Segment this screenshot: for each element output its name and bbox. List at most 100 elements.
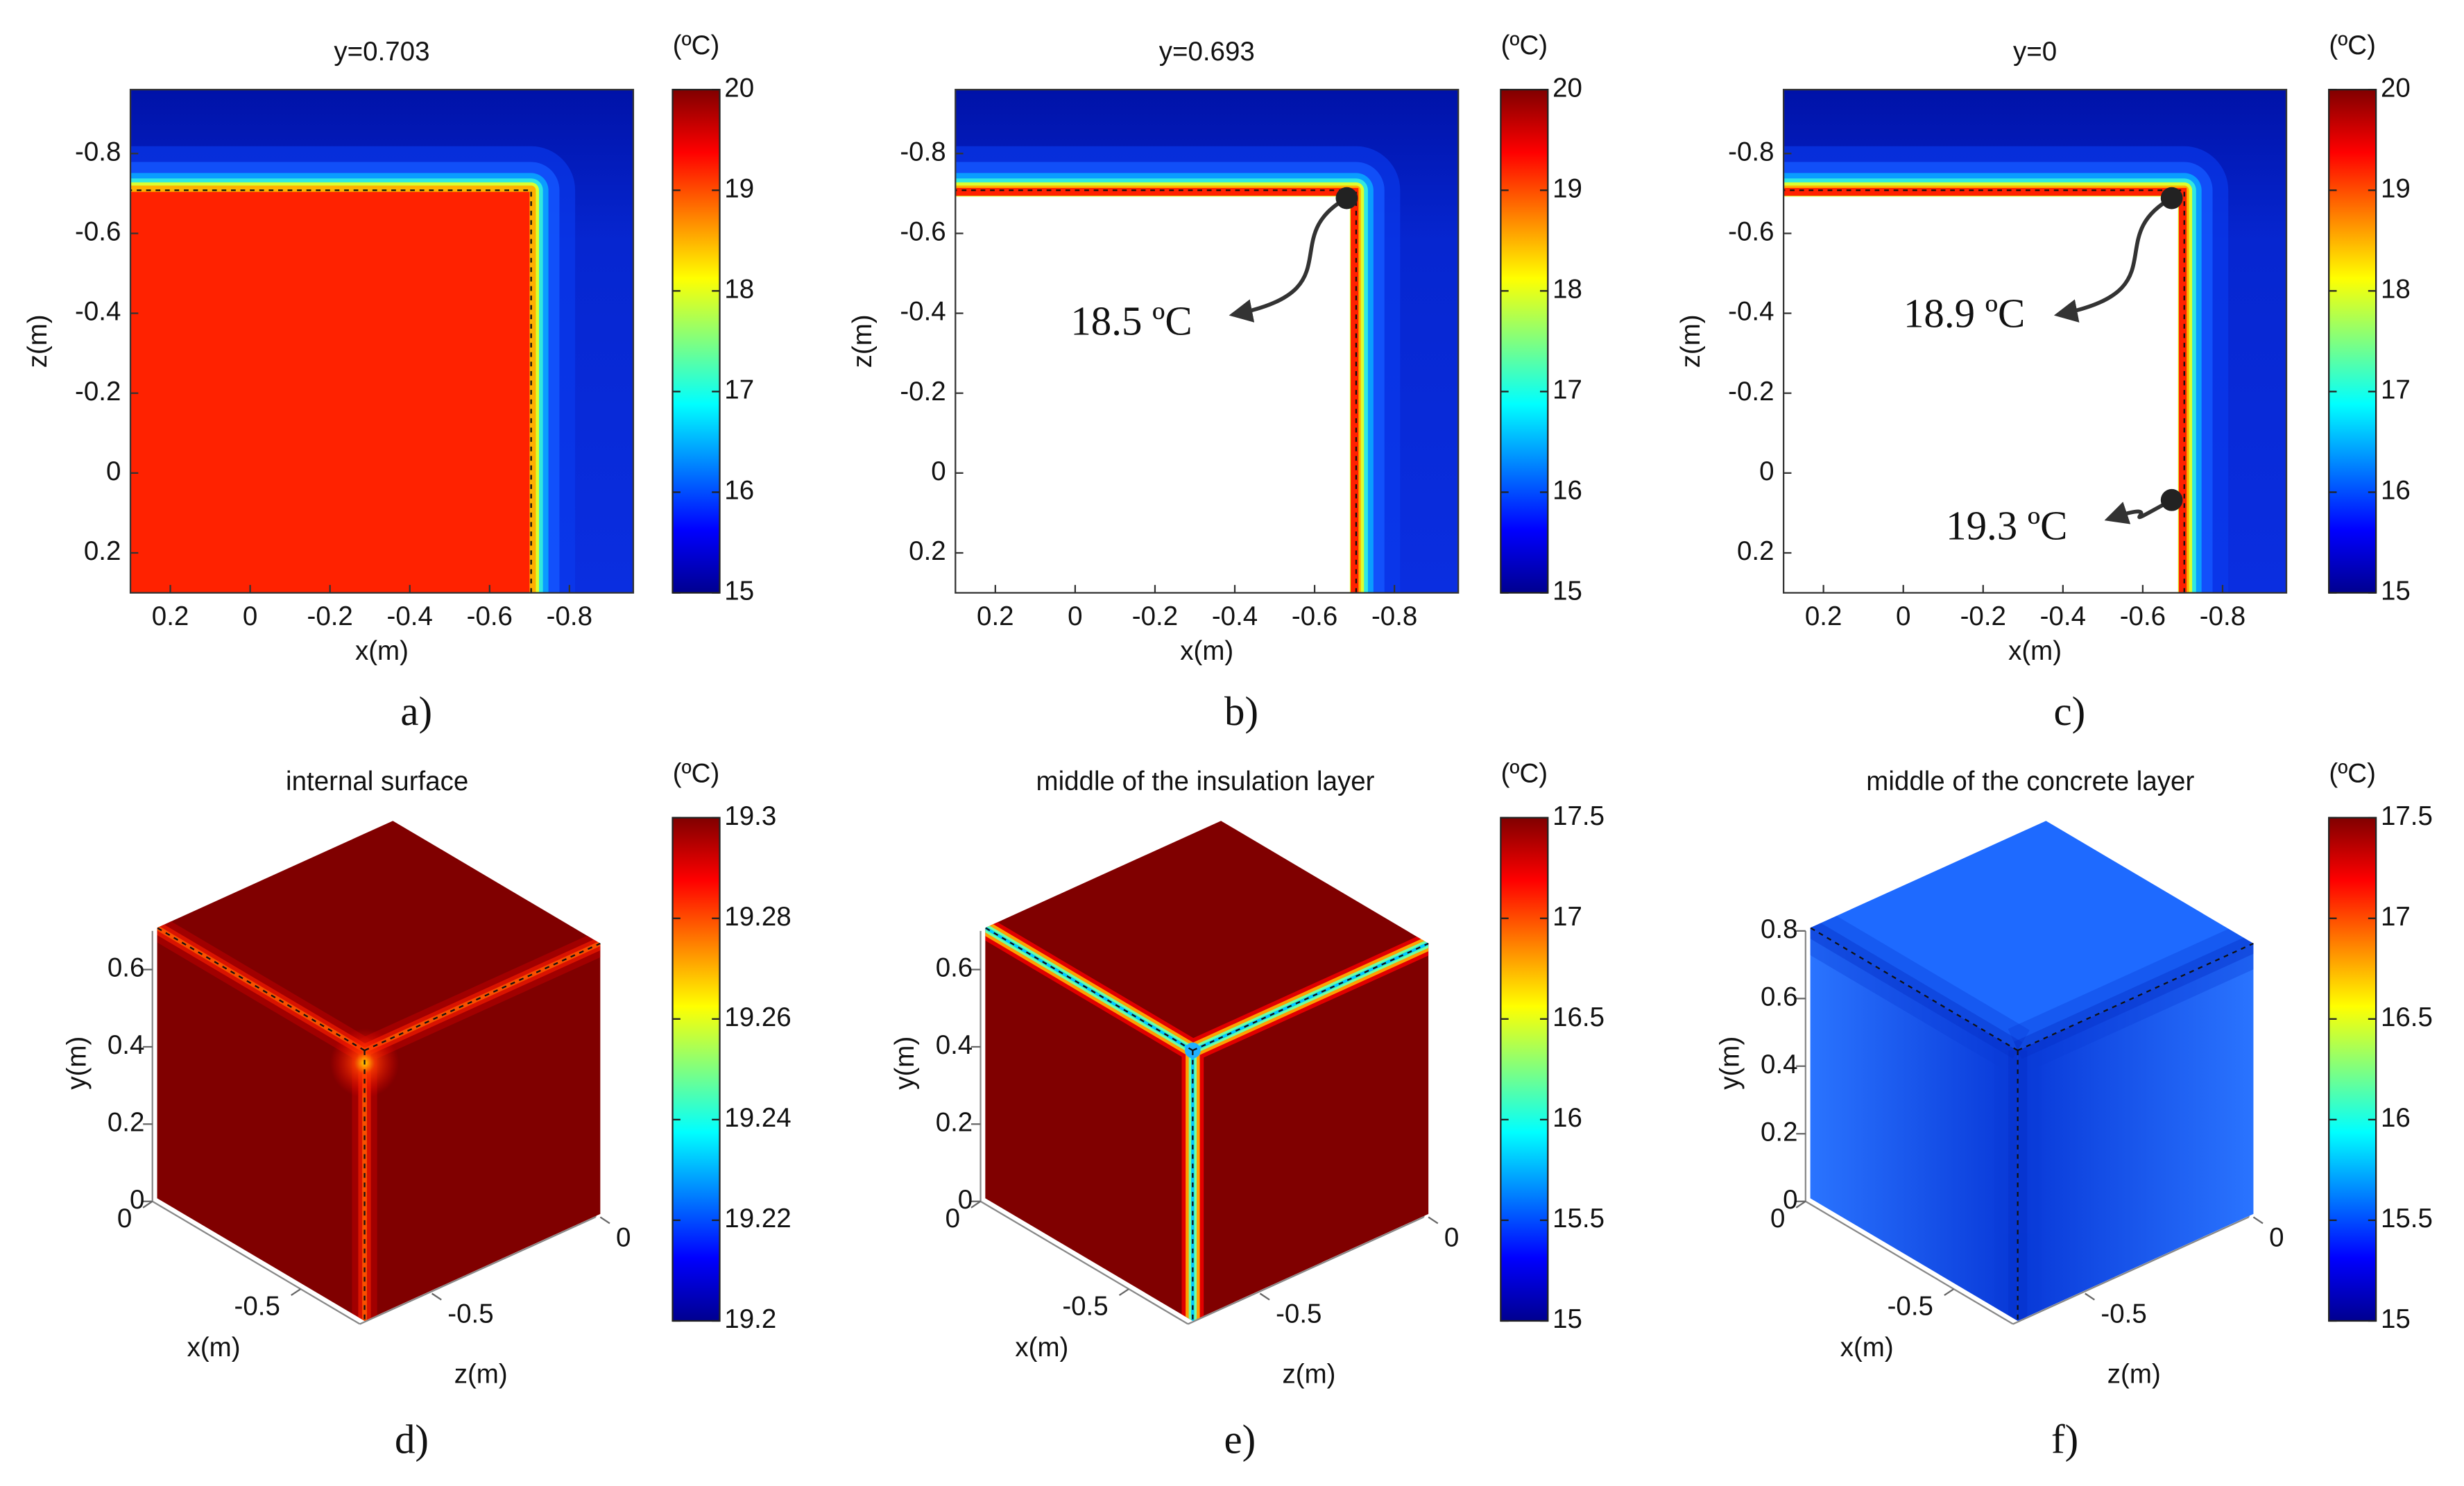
axis-line: [359, 1216, 597, 1325]
annotation: 19.3 ºC: [1946, 503, 2067, 548]
y-tick-label: -0.8: [900, 137, 946, 166]
plot-area: [1783, 89, 2287, 593]
boundary-line: [130, 189, 532, 593]
y-tick-label: 0.2: [1761, 1117, 1798, 1147]
y-tick-label: -0.6: [75, 217, 121, 247]
x-tick-label: -0.8: [547, 601, 592, 631]
y-tick-label: 0: [1759, 456, 1774, 486]
colorbar-tick-label: 17.5: [2381, 801, 2433, 831]
x-tick: [1944, 1288, 1955, 1297]
x-tick: [1795, 1200, 1806, 1209]
edge-band: [2014, 934, 2254, 1059]
colorbar-label: (ºC): [2329, 31, 2376, 60]
y-axis-label: y(m): [890, 1036, 920, 1090]
colorbar-tick-label: 20: [1552, 73, 1582, 103]
panel-label: f): [2051, 1417, 2078, 1462]
z-tick: [2085, 1292, 2095, 1301]
colorbar-label: (ºC): [1501, 759, 1548, 789]
y-tick-label: -0.8: [1728, 137, 1774, 166]
chart-title: y=0: [2013, 37, 2057, 67]
surface-line: [1783, 187, 2187, 593]
x-axis-label: x(m): [1840, 1333, 1894, 1363]
colorbar-tick-label: 16: [1552, 1103, 1582, 1133]
cube-face: [364, 943, 601, 1321]
x-tick-label: -0.6: [467, 601, 513, 631]
colorbar: [1500, 817, 1549, 1322]
z-tick: [1259, 1292, 1270, 1301]
z-tick: [599, 1216, 610, 1224]
colorbar-tick-label: 20: [2381, 73, 2411, 103]
y-tick-label: 0.2: [936, 1108, 973, 1138]
chart-title: y=0.703: [334, 37, 429, 67]
colorbar-tick-label: 19.26: [724, 1002, 791, 1032]
panel-label: a): [400, 689, 432, 734]
colorbar-label: (ºC): [673, 31, 720, 60]
colorbar-tick-label: 17: [2381, 375, 2411, 405]
annotation-arrow: [2104, 498, 2173, 524]
plot-area: [955, 89, 1459, 593]
colorbar-tick-label: 15: [1552, 1304, 1582, 1334]
z-axis-label: z(m): [1283, 1359, 1336, 1389]
annotation-arrow: [2053, 196, 2173, 323]
colorbar-tick-label: 16: [1552, 476, 1582, 506]
colorbar-tick-label: 20: [724, 73, 754, 103]
colorbar-label: (ºC): [2329, 759, 2376, 789]
y-axis-label: z(m): [848, 314, 878, 368]
annotation-dot: [2160, 488, 2183, 511]
y-tick-label: 0.4: [1761, 1050, 1798, 1079]
annotation-dot: [1335, 187, 1358, 210]
z-tick-label: -0.5: [2101, 1299, 2146, 1329]
y-tick-label: -0.8: [75, 137, 121, 166]
colorbar-tick-label: 15.5: [1552, 1204, 1605, 1233]
colorbar-tick-label: 19: [1552, 173, 1582, 203]
colorbar-tick-label: 19: [2381, 173, 2411, 203]
y-tick-label: 0.6: [108, 953, 145, 983]
colorbar-tick-label: 19: [724, 173, 754, 203]
panel-label: c): [2054, 689, 2086, 734]
field-inner: [955, 196, 1350, 593]
z-tick-label: 0: [616, 1222, 631, 1252]
y-tick-label: 0.4: [936, 1030, 973, 1060]
axis-line: [1805, 1200, 2014, 1325]
colorbar-tick-label: 16: [724, 476, 754, 506]
x-tick: [1118, 1288, 1129, 1297]
colorbar-tick-label: 19.3: [724, 801, 776, 831]
axis-line: [152, 1200, 361, 1325]
plot-frame: [955, 89, 1460, 594]
x-tick-label: -0.2: [1132, 601, 1178, 631]
y-tick-label: 0: [958, 1185, 973, 1215]
y-tick-label: 0.2: [909, 536, 946, 566]
y-tick-label: 0: [130, 1185, 144, 1215]
boundary-line: [955, 189, 1358, 593]
field-inner: [130, 191, 530, 593]
z-tick-label: 0: [2269, 1222, 2284, 1252]
plot-frame: [1782, 89, 2288, 594]
colorbar-label: (ºC): [1501, 31, 1548, 60]
y-tick-label: -0.2: [1728, 377, 1774, 407]
colorbar-label: (ºC): [673, 759, 720, 789]
y-axis-label: y(m): [1716, 1036, 1745, 1090]
axis-line: [2012, 1216, 2250, 1325]
y-tick-label: -0.2: [75, 377, 121, 407]
y-tick-label: -0.6: [900, 217, 946, 247]
edge-dash: [984, 927, 1193, 1052]
z-tick: [2252, 1216, 2264, 1224]
chart-title: middle of the insulation layer: [1036, 767, 1374, 796]
colorbar-tick-label: 19.28: [724, 902, 791, 932]
field-inner: [1783, 196, 2178, 593]
y-tick-label: 0: [106, 456, 121, 486]
x-tick-label: -0.5: [1062, 1291, 1108, 1321]
chart-title: y=0.693: [1159, 37, 1255, 67]
colorbar-tick-label: 17: [1552, 375, 1582, 405]
colorbar-tick-label: 15: [724, 577, 754, 606]
x-tick-label: 0.2: [977, 601, 1014, 631]
y-tick-label: 0: [931, 456, 946, 486]
panel-label: d): [395, 1417, 429, 1462]
x-tick-label: 0.2: [1805, 601, 1842, 631]
colorbar-tick-label: 16.5: [1552, 1002, 1605, 1032]
x-tick-label: -0.8: [2200, 601, 2245, 631]
colorbar: [671, 89, 721, 594]
x-axis-label: x(m): [187, 1333, 241, 1363]
y-tick-label: 0.2: [1737, 536, 1774, 566]
x-tick-label: -0.4: [2040, 601, 2086, 631]
